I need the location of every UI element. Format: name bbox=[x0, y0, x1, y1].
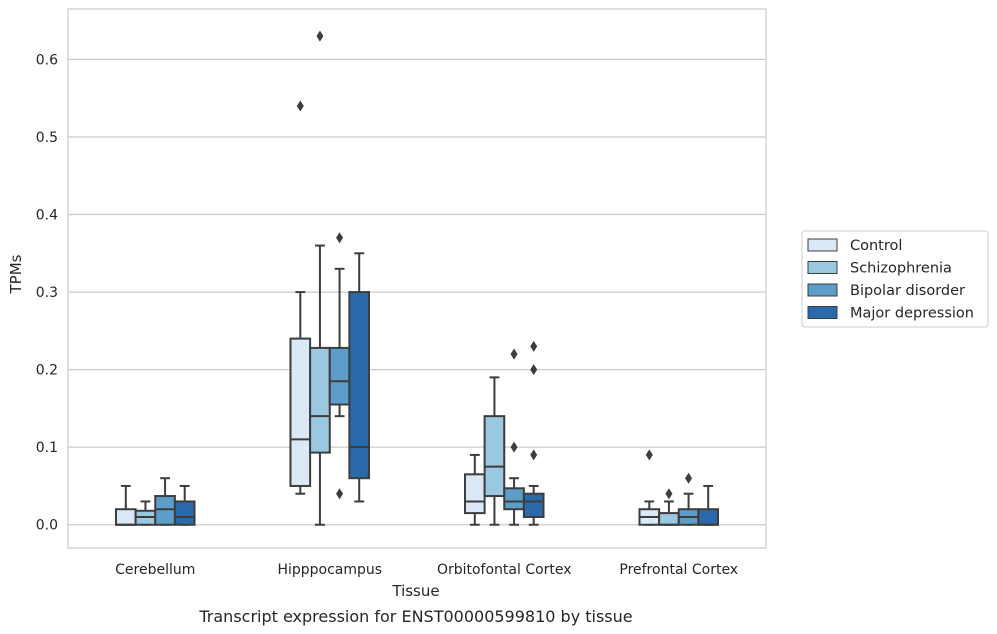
series-major-depression bbox=[173, 252, 720, 526]
box bbox=[658, 488, 680, 526]
box bbox=[154, 477, 176, 526]
outlier-point bbox=[510, 348, 518, 360]
plot-area-frame bbox=[67, 8, 767, 549]
box bbox=[638, 449, 661, 526]
box bbox=[483, 376, 506, 526]
outlier-point bbox=[336, 488, 344, 500]
legend: Control Schizophrenia Bipolar disorder Majo… bbox=[801, 230, 989, 328]
outlier-point bbox=[530, 449, 538, 461]
box bbox=[173, 484, 196, 526]
box-iqr bbox=[154, 495, 176, 526]
outlier-point bbox=[316, 30, 324, 42]
legend-label: Major depression bbox=[850, 306, 974, 322]
legend-swatch bbox=[807, 306, 838, 319]
box-iqr bbox=[658, 512, 680, 526]
box bbox=[677, 472, 700, 526]
x-tick-label: Orbitofontal Cortex bbox=[437, 562, 572, 578]
box bbox=[309, 30, 331, 526]
box-iqr bbox=[348, 291, 371, 480]
legend-frame bbox=[801, 230, 989, 328]
outlier-point bbox=[510, 441, 518, 453]
y-axis-label: TPMs bbox=[7, 254, 25, 294]
series-schizophrenia bbox=[134, 30, 680, 526]
y-tick-label: 0.1 bbox=[36, 440, 58, 456]
box-iqr bbox=[173, 500, 196, 526]
y-tick-label: 0.0 bbox=[36, 518, 58, 534]
box bbox=[289, 100, 312, 495]
x-tick-label: Hipppocampus bbox=[277, 562, 382, 578]
box bbox=[697, 484, 720, 526]
x-axis-ticks: Cerebellum Hipppocampus Orbitofontal Corte… bbox=[115, 562, 738, 578]
legend-swatch bbox=[807, 238, 838, 252]
outlier-point bbox=[530, 340, 538, 352]
box-iqr bbox=[503, 487, 525, 511]
box bbox=[328, 232, 351, 500]
box-iqr bbox=[522, 492, 545, 518]
box-iqr bbox=[309, 346, 331, 454]
legend-swatch bbox=[807, 283, 838, 297]
box-iqr bbox=[463, 473, 486, 515]
box bbox=[114, 484, 137, 526]
outlier-point bbox=[530, 364, 538, 376]
box-iqr bbox=[483, 415, 506, 498]
chart-caption: Transcript expression for ENST0000059981… bbox=[198, 607, 632, 626]
legend-label: Bipolar disorder bbox=[850, 283, 965, 299]
x-tick-label: Prefrontal Cortex bbox=[619, 562, 738, 578]
outlier-point bbox=[685, 472, 693, 484]
outlier-point bbox=[645, 449, 653, 461]
series-bipolar-disorder bbox=[154, 232, 700, 526]
y-tick-label: 0.6 bbox=[36, 52, 58, 68]
y-axis-ticks: 0.0 0.1 0.2 0.3 0.4 0.5 0.6 bbox=[36, 52, 58, 533]
box bbox=[522, 340, 545, 526]
box bbox=[503, 348, 525, 526]
y-tick-label: 0.5 bbox=[36, 130, 58, 146]
legend-label: Control bbox=[850, 238, 902, 254]
outlier-point bbox=[336, 232, 344, 244]
box bbox=[348, 252, 371, 503]
series-control bbox=[114, 100, 661, 526]
outlier-point bbox=[665, 488, 673, 500]
box-iqr bbox=[328, 346, 351, 406]
box-plot-series bbox=[114, 30, 720, 526]
x-axis-label: Tissue bbox=[391, 582, 439, 600]
legend-label: Schizophrenia bbox=[850, 261, 952, 277]
box-iqr bbox=[697, 508, 720, 526]
box bbox=[134, 500, 157, 526]
box-iqr bbox=[114, 508, 137, 526]
x-tick-label: Cerebellum bbox=[115, 562, 195, 578]
outlier-point bbox=[296, 100, 304, 112]
grid-lines bbox=[68, 58, 766, 526]
y-tick-label: 0.4 bbox=[36, 208, 58, 224]
y-tick-label: 0.3 bbox=[36, 285, 58, 301]
legend-swatch bbox=[807, 261, 838, 274]
box bbox=[463, 453, 486, 526]
y-tick-label: 0.2 bbox=[36, 363, 58, 379]
box-iqr bbox=[289, 337, 312, 487]
